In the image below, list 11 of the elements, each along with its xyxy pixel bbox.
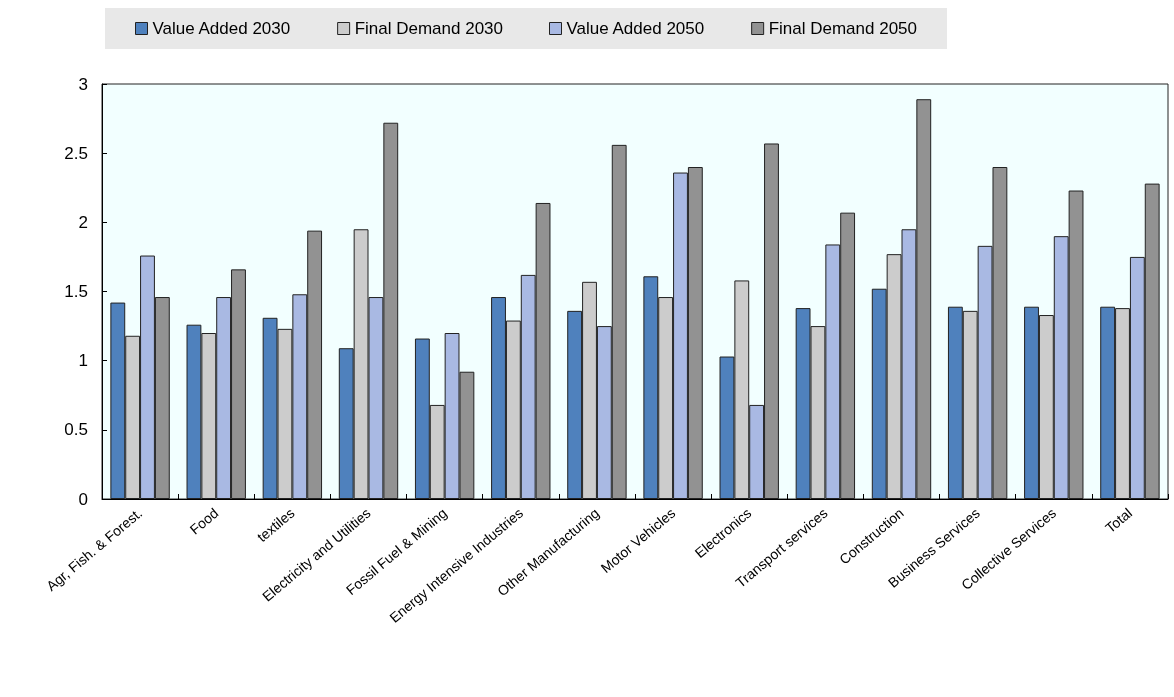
y-tick-label: 1.5 bbox=[64, 282, 88, 301]
y-tick-label: 0.5 bbox=[64, 420, 88, 440]
y-tick-label: 3 bbox=[78, 74, 88, 94]
legend-label: Value Added 2050 bbox=[566, 19, 705, 38]
legend-label: Final Demand 2030 bbox=[354, 19, 504, 38]
y-tick-label: 2.5 bbox=[64, 143, 88, 163]
legend-label: Final Demand 2050 bbox=[768, 19, 918, 38]
y-tick-label: 2 bbox=[78, 212, 88, 232]
y-tick-label: 1 bbox=[78, 351, 88, 371]
y-tick-label: 0 bbox=[78, 489, 88, 509]
legend-label: Value Added 2030 bbox=[152, 19, 291, 38]
